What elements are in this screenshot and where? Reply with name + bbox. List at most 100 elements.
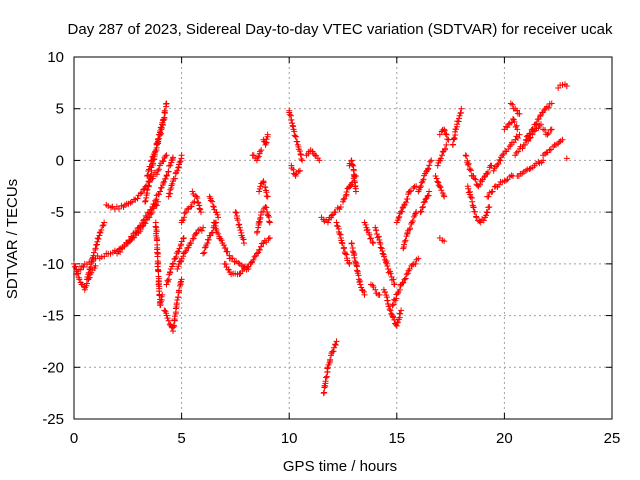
chart-title: Day 287 of 2023, Sidereal Day-to-day VTE… [68, 21, 613, 38]
data-point [422, 196, 429, 203]
data-point [381, 289, 388, 296]
series-arc-37 [380, 286, 405, 329]
data-point [396, 286, 403, 293]
data-point [351, 254, 358, 261]
data-point [149, 154, 156, 161]
data-point [362, 221, 369, 228]
data-point [152, 197, 159, 204]
data-point [332, 342, 339, 349]
data-point [419, 204, 426, 211]
data-point [140, 217, 147, 224]
data-point [115, 205, 122, 212]
data-point [215, 214, 222, 221]
data-point [395, 215, 402, 222]
data-point [244, 264, 251, 271]
data-point [174, 297, 181, 304]
data-point [180, 253, 187, 260]
data-point [85, 269, 92, 276]
data-point [157, 188, 164, 195]
data-point [420, 176, 427, 183]
series-arc-07 [144, 116, 168, 179]
data-point [397, 310, 404, 317]
data-point [155, 191, 162, 198]
data-point [403, 199, 410, 206]
data-point [426, 162, 433, 169]
data-point [200, 250, 207, 257]
series-arc-23 [249, 147, 265, 164]
series-arc-26 [288, 162, 303, 179]
data-point [346, 260, 353, 267]
data-point [178, 276, 185, 283]
data-point [541, 127, 548, 134]
data-point [559, 136, 566, 143]
data-point [327, 356, 334, 363]
data-point [495, 160, 502, 167]
data-point [148, 206, 155, 213]
data-point [241, 240, 248, 247]
data-point [211, 220, 218, 227]
data-point [370, 240, 377, 247]
data-point [254, 154, 261, 161]
data-point [167, 269, 174, 276]
data-point [542, 150, 549, 157]
data-point [541, 107, 548, 114]
x-tick-label: 5 [177, 430, 185, 447]
data-point [98, 227, 105, 234]
data-point [143, 214, 150, 221]
data-point [359, 287, 366, 294]
data-point [237, 227, 244, 234]
data-point [489, 188, 496, 195]
data-point [291, 128, 298, 135]
data-point [441, 238, 448, 245]
data-point [467, 193, 474, 200]
data-point [494, 161, 501, 168]
series-arc-28 [318, 203, 344, 226]
data-point [265, 212, 272, 219]
data-point [173, 300, 180, 307]
data-point [201, 249, 208, 256]
data-point [264, 131, 271, 138]
data-point [401, 241, 408, 248]
data-point [263, 193, 270, 200]
data-point [210, 219, 217, 226]
y-tick-label: 0 [56, 152, 64, 169]
data-point [190, 235, 197, 242]
data-point [296, 148, 303, 155]
data-point [90, 252, 97, 259]
series-arc-17 [210, 219, 252, 273]
data-point [544, 131, 551, 138]
series-arc-49 [464, 183, 493, 226]
series-arc-58 [540, 126, 555, 138]
data-point [260, 179, 267, 186]
data-point [348, 157, 355, 164]
data-point [142, 198, 149, 205]
data-point [126, 238, 133, 245]
data-point [101, 219, 108, 226]
series-arc-27 [303, 147, 323, 164]
data-point [133, 229, 140, 236]
data-point [428, 157, 435, 164]
data-point [369, 239, 376, 246]
data-point [180, 235, 187, 242]
data-point [545, 104, 552, 111]
data-point [184, 206, 191, 213]
data-point [263, 239, 270, 246]
data-point [136, 223, 143, 230]
plot-frame [73, 56, 613, 420]
data-point [470, 204, 477, 211]
data-point [417, 209, 424, 216]
data-point [250, 256, 257, 263]
data-point [464, 161, 471, 168]
data-point [232, 209, 239, 216]
data-point [256, 216, 263, 223]
data-point [404, 270, 411, 277]
data-point [399, 280, 406, 287]
series-arc-30 [333, 219, 353, 267]
data-point [195, 199, 202, 206]
data-point [148, 157, 155, 164]
data-point [117, 249, 124, 256]
data-point [522, 136, 529, 143]
data-point [361, 291, 368, 298]
data-point [256, 246, 263, 253]
data-point [418, 183, 425, 190]
